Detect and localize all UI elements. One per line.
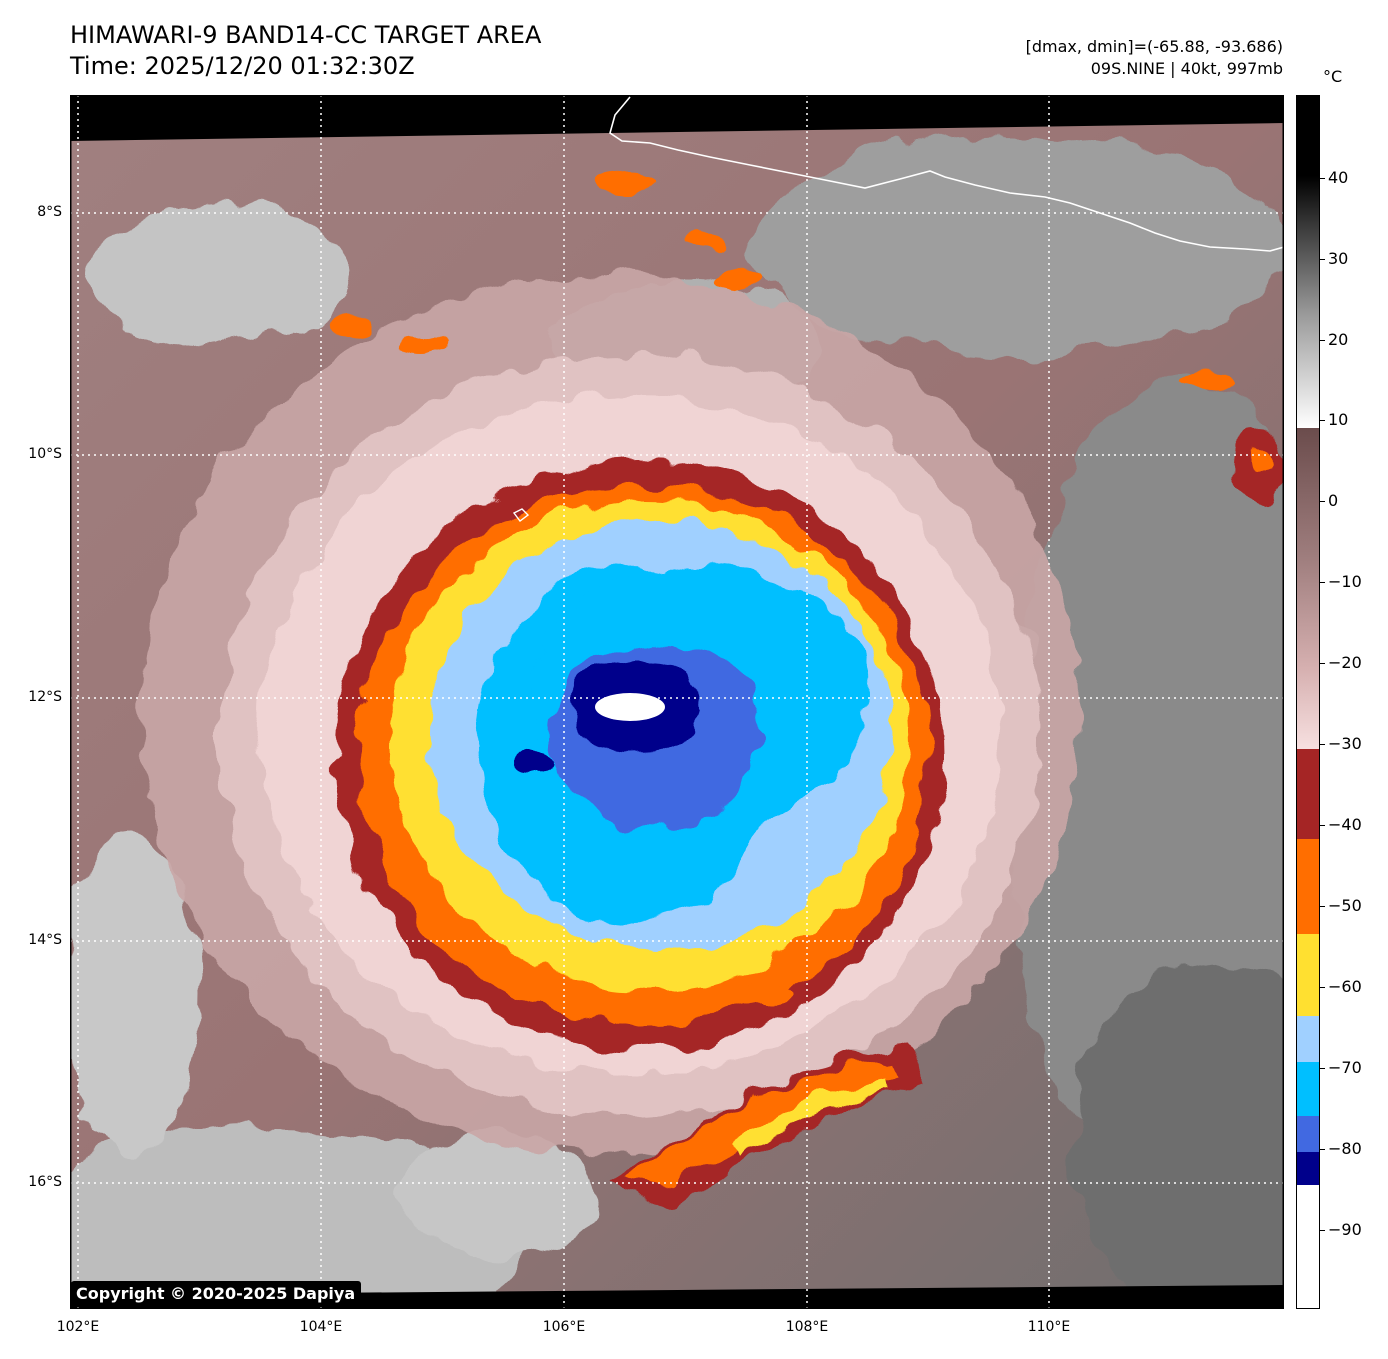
lon-label-110e: 110°E bbox=[1027, 1319, 1071, 1335]
cb-tick bbox=[1320, 663, 1325, 664]
lat-label-10s: 10°S bbox=[28, 446, 62, 462]
cb-tick bbox=[1320, 420, 1325, 421]
lat-label-14s: 14°S bbox=[28, 932, 62, 948]
cb-tick bbox=[1320, 259, 1325, 260]
cb-tick bbox=[1320, 825, 1325, 826]
cb-seg-brown-rose bbox=[1297, 428, 1319, 749]
lon-label-102e: 102°E bbox=[56, 1319, 100, 1335]
cb-label-m80: −80 bbox=[1328, 1139, 1362, 1158]
cb-seg-warm-black bbox=[1297, 96, 1319, 176]
coldest-tops bbox=[595, 693, 665, 721]
cb-tick bbox=[1320, 1149, 1325, 1150]
cb-label-m90: −90 bbox=[1328, 1220, 1362, 1239]
cb-seg-red bbox=[1297, 749, 1319, 839]
cb-label-20: 20 bbox=[1328, 330, 1349, 349]
coastline bbox=[609, 96, 1284, 252]
no-data-top bbox=[70, 95, 1284, 141]
chart-time: Time: 2025/12/20 01:32:30Z bbox=[70, 52, 415, 80]
cb-label-10: 10 bbox=[1328, 410, 1349, 429]
colorbar-unit: °C bbox=[1323, 67, 1343, 86]
cb-seg-white-cold bbox=[1297, 1185, 1319, 1308]
lat-label-8s: 8°S bbox=[37, 204, 62, 220]
cb-seg-cyan bbox=[1297, 1062, 1319, 1116]
cb-seg-navy bbox=[1297, 1152, 1319, 1185]
lat-label-12s: 12°S bbox=[28, 689, 62, 705]
cb-tick bbox=[1320, 906, 1325, 907]
cb-tick bbox=[1320, 1230, 1325, 1231]
satellite-map bbox=[70, 95, 1284, 1309]
cb-label-m70: −70 bbox=[1328, 1058, 1362, 1077]
no-data-bottom bbox=[70, 1285, 1284, 1309]
storm-info: 09S.NINE | 40kt, 997mb bbox=[1090, 59, 1283, 78]
colorbar bbox=[1296, 95, 1320, 1309]
cb-seg-gray bbox=[1297, 176, 1319, 428]
convective-core bbox=[335, 460, 945, 1050]
lon-label-106e: 106°E bbox=[542, 1319, 586, 1335]
map-frame bbox=[70, 95, 1284, 1309]
cb-tick bbox=[1320, 987, 1325, 988]
cb-tick bbox=[1320, 501, 1325, 502]
cb-label-m10: −10 bbox=[1328, 572, 1362, 591]
cb-tick bbox=[1320, 582, 1325, 583]
cb-seg-orange bbox=[1297, 839, 1319, 934]
cb-seg-yellow bbox=[1297, 934, 1319, 1016]
cb-label-m40: −40 bbox=[1328, 815, 1362, 834]
data-range: [dmax, dmin]=(-65.88, -93.686) bbox=[1025, 37, 1283, 56]
cb-label-m20: −20 bbox=[1328, 653, 1362, 672]
cb-label-m50: −50 bbox=[1328, 896, 1362, 915]
cb-tick bbox=[1320, 340, 1325, 341]
spiral-band bbox=[610, 1045, 920, 1205]
lon-label-108e: 108°E bbox=[785, 1319, 829, 1335]
island-outline bbox=[512, 508, 530, 522]
cb-seg-lightblue bbox=[1297, 1016, 1319, 1062]
cb-tick bbox=[1320, 744, 1325, 745]
cb-label-m60: −60 bbox=[1328, 977, 1362, 996]
graticule bbox=[70, 95, 1284, 1309]
copyright-badge: Copyright © 2020-2025 Dapiya bbox=[71, 1281, 362, 1306]
cb-tick bbox=[1320, 178, 1325, 179]
cb-label-40: 40 bbox=[1328, 168, 1349, 187]
scattered-cells bbox=[328, 176, 1284, 1007]
chart-title: HIMAWARI-9 BAND14-CC TARGET AREA bbox=[70, 21, 542, 49]
cb-label-0: 0 bbox=[1328, 491, 1339, 510]
lon-label-104e: 104°E bbox=[299, 1319, 343, 1335]
lat-label-16s: 16°S bbox=[28, 1174, 62, 1190]
cb-seg-royal bbox=[1297, 1116, 1319, 1152]
cb-tick bbox=[1320, 1068, 1325, 1069]
cb-label-m30: −30 bbox=[1328, 734, 1362, 753]
cb-label-30: 30 bbox=[1328, 249, 1349, 268]
